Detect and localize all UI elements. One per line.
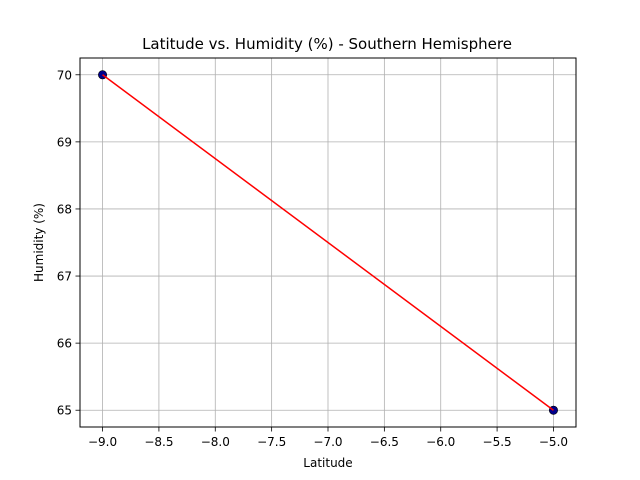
y-tick-label: 70 xyxy=(57,68,72,82)
regression-line xyxy=(102,74,554,411)
y-axis-ticks: 65 66 67 68 69 70 xyxy=(57,68,80,418)
x-tick-label: −8.0 xyxy=(201,435,230,449)
plot-area xyxy=(98,70,558,415)
y-tick-label: 65 xyxy=(57,404,72,418)
x-tick-label: −6.0 xyxy=(426,435,455,449)
y-tick-label: 66 xyxy=(57,337,72,351)
y-tick-label: 68 xyxy=(57,202,72,216)
x-tick-label: −7.0 xyxy=(313,435,342,449)
x-tick-label: −6.5 xyxy=(370,435,399,449)
x-axis-label: Latitude xyxy=(303,456,352,470)
chart-title: Latitude vs. Humidity (%) - Southern Hem… xyxy=(142,35,512,53)
x-tick-label: −5.5 xyxy=(483,435,512,449)
y-tick-label: 69 xyxy=(57,135,72,149)
y-tick-label: 67 xyxy=(57,270,72,284)
y-axis-label: Humidity (%) xyxy=(32,203,46,282)
x-tick-label: −7.5 xyxy=(257,435,286,449)
x-tick-label: −5.0 xyxy=(539,435,568,449)
x-tick-label: −9.0 xyxy=(88,435,117,449)
x-axis-ticks: −9.0 −8.5 −8.0 −7.5 −7.0 −6.5 −6.0 −5.5 −5.0 xyxy=(88,427,568,449)
x-tick-label: −8.5 xyxy=(144,435,173,449)
